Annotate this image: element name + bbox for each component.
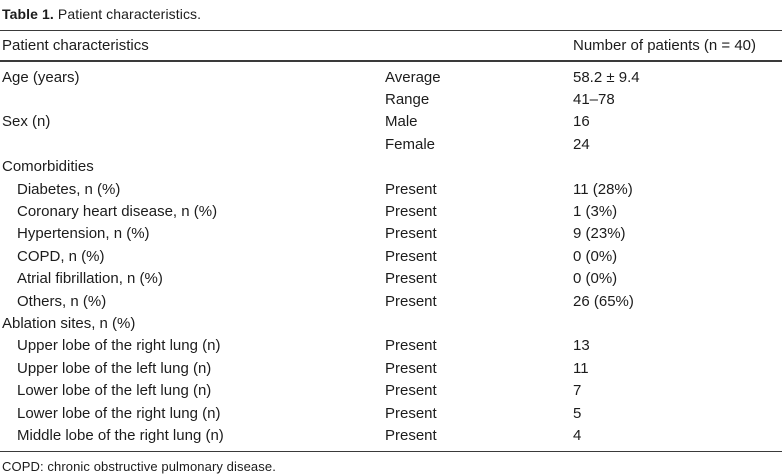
table-row: Upper lobe of the right lung (n) Present… (0, 335, 782, 357)
table-row: Coronary heart disease, n (%) Present 1 … (0, 200, 782, 222)
cell-value: 0 (0%) (573, 270, 618, 288)
cell-value: 16 (573, 113, 590, 131)
cell-value: 1 (3%) (573, 203, 618, 221)
cell-characteristic: Diabetes, n (%) (17, 180, 121, 198)
table-section-row: Comorbidities (0, 156, 782, 178)
cell-condition: Average (385, 68, 441, 86)
cell-value: 24 (573, 135, 590, 153)
cell-characteristic: Upper lobe of the left lung (n) (17, 359, 212, 377)
cell-characteristic: Upper lobe of the right lung (n) (17, 337, 221, 355)
cell-condition: Present (385, 180, 437, 198)
table-caption-label: Table 1. (2, 6, 54, 22)
header-patient-characteristics: Patient characteristics (2, 37, 149, 54)
cell-value: 0 (0%) (573, 247, 618, 265)
table-footnote: COPD: chronic obstructive pulmonary dise… (2, 458, 276, 474)
cell-condition: Range (385, 91, 430, 109)
table-row: Lower lobe of the right lung (n) Present… (0, 402, 782, 424)
table-section-row: Ablation sites, n (%) (0, 312, 782, 334)
cell-condition: Present (385, 225, 437, 243)
cell-characteristic: Ablation sites, n (%) (2, 314, 136, 332)
cell-condition: Present (385, 292, 437, 310)
cell-condition: Present (385, 337, 437, 355)
table-caption: Table 1. Patient characteristics. (0, 6, 782, 23)
cell-value: 58.2 ± 9.4 (573, 68, 640, 86)
cell-value: 5 (573, 404, 582, 422)
cell-condition: Present (385, 359, 437, 377)
cell-characteristic: Atrial fibrillation, n (%) (17, 270, 163, 288)
cell-characteristic: Others, n (%) (17, 292, 107, 310)
rule-top (0, 30, 782, 31)
cell-condition: Present (385, 426, 437, 444)
rule-bottom (0, 450, 782, 452)
cell-condition: Present (385, 247, 437, 265)
cell-value: 7 (573, 382, 582, 400)
cell-characteristic: Age (years) (2, 68, 80, 86)
cell-condition: Present (385, 270, 437, 288)
table-row: Others, n (%) Present 26 (65%) (0, 290, 782, 312)
cell-characteristic: Comorbidities (2, 158, 94, 176)
cell-characteristic: Middle lobe of the right lung (n) (17, 426, 224, 444)
cell-characteristic: Sex (n) (2, 113, 51, 131)
cell-characteristic: Coronary heart disease, n (%) (17, 203, 218, 221)
cell-characteristic: Lower lobe of the right lung (n) (17, 404, 221, 422)
cell-condition: Male (385, 113, 418, 131)
table-row: Female 24 (0, 133, 782, 155)
table-row: Diabetes, n (%) Present 11 (28%) (0, 178, 782, 200)
table-row: Age (years) Average 58.2 ± 9.4 (0, 66, 782, 88)
cell-condition: Female (385, 135, 436, 153)
table-caption-text: Patient characteristics. (57, 6, 202, 22)
table-row: Atrial fibrillation, n (%) Present 0 (0%… (0, 268, 782, 290)
cell-value: 13 (573, 337, 590, 355)
table-header-row: Patient characteristics Number of patien… (0, 31, 782, 62)
header-number-of-patients: Number of patients (n = 40) (573, 37, 757, 54)
cell-value: 4 (573, 426, 582, 444)
cell-characteristic: Lower lobe of the left lung (n) (17, 382, 212, 400)
table-row: Middle lobe of the right lung (n) Presen… (0, 424, 782, 446)
cell-value: 41–78 (573, 91, 615, 109)
table-row: Range 41–78 (0, 88, 782, 110)
cell-condition: Present (385, 382, 437, 400)
table-row: Lower lobe of the left lung (n) Present … (0, 379, 782, 401)
table-body: Age (years) Average 58.2 ± 9.4 Range 41–… (0, 62, 782, 447)
table-row: Upper lobe of the left lung (n) Present … (0, 357, 782, 379)
table-row: COPD, n (%) Present 0 (0%) (0, 245, 782, 267)
table-row: Hypertension, n (%) Present 9 (23%) (0, 223, 782, 245)
cell-value: 26 (65%) (573, 292, 634, 310)
cell-value: 9 (23%) (573, 225, 626, 243)
cell-condition: Present (385, 404, 437, 422)
table-row: Sex (n) Male 16 (0, 111, 782, 133)
cell-value: 11 (573, 359, 589, 377)
cell-value: 11 (28%) (573, 180, 633, 198)
cell-condition: Present (385, 203, 437, 221)
cell-characteristic: Hypertension, n (%) (17, 225, 150, 243)
cell-characteristic: COPD, n (%) (17, 247, 105, 265)
